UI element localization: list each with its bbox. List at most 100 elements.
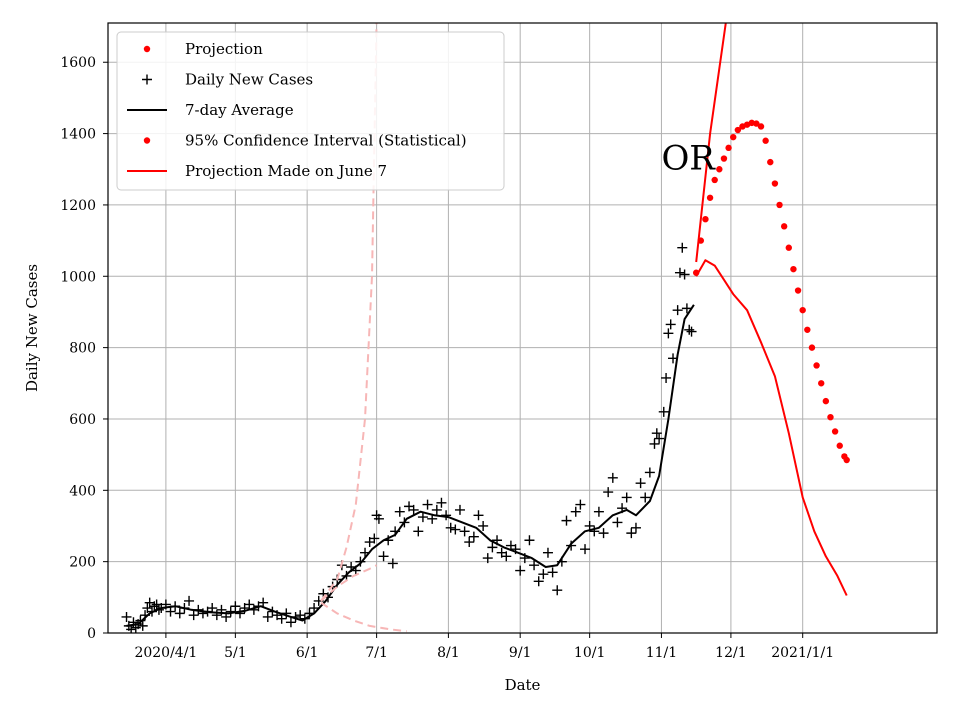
plot-frame — [107, 22, 938, 634]
daily-new-cases-point — [487, 542, 498, 553]
daily-new-cases-point — [276, 613, 287, 624]
projection-point — [716, 166, 723, 173]
daily-new-cases-point — [369, 533, 380, 544]
y-tick-label: 600 — [69, 412, 96, 428]
daily-new-cases-point — [408, 504, 419, 515]
x-axis-title: Date — [505, 676, 541, 694]
y-tick-label: 800 — [69, 341, 96, 357]
daily-new-cases-point — [674, 267, 685, 278]
daily-new-cases-point — [207, 603, 218, 614]
daily-new-cases-point — [672, 305, 683, 316]
daily-new-cases-point — [454, 504, 465, 515]
daily-new-cases-point — [566, 540, 577, 551]
daily-new-cases-point — [436, 497, 447, 508]
daily-new-cases-point — [626, 528, 637, 539]
daily-new-cases-point — [445, 522, 456, 533]
95-confidence-interval-statistical-upper-line — [695, 23, 727, 263]
x-tick-label: 2020/4/1 — [134, 645, 197, 661]
projection-point — [804, 326, 811, 333]
x-tick-label: 2021/1/1 — [771, 645, 834, 661]
y-tick-label: 1200 — [60, 198, 96, 214]
projection-point — [734, 126, 742, 134]
projection-point — [836, 442, 843, 449]
y-tick-label: 0 — [87, 626, 96, 642]
daily-new-cases-point — [663, 328, 674, 339]
daily-new-cases-point — [529, 560, 540, 571]
daily-new-cases-point — [649, 438, 660, 449]
projection-point — [831, 428, 839, 435]
projection-point — [711, 176, 718, 184]
daily-new-cases-point — [575, 499, 586, 510]
daily-new-cases-point — [230, 601, 241, 612]
daily-new-cases-point — [459, 526, 470, 537]
daily-new-cases-point — [450, 524, 461, 535]
x-tick-label: 9/1 — [509, 645, 532, 661]
daily-new-cases-point — [482, 553, 493, 564]
daily-new-cases-point — [686, 326, 697, 337]
legend-label: Projection Made on June 7 — [185, 162, 387, 180]
daily-new-cases-point — [422, 499, 433, 510]
projection-point — [790, 265, 797, 273]
projection-point — [794, 287, 802, 294]
projection-point — [771, 180, 779, 187]
daily-new-cases-point — [234, 608, 245, 619]
daily-new-cases-point — [478, 520, 489, 531]
projection-point — [799, 306, 806, 314]
daily-new-cases-point — [378, 551, 389, 562]
projection-point — [808, 344, 816, 351]
daily-new-cases-point — [262, 611, 273, 622]
daily-new-cases-point — [635, 478, 646, 489]
x-tick-label: 5/1 — [224, 645, 247, 661]
projection-point — [822, 397, 830, 405]
projection-point — [813, 362, 820, 369]
legend-label: Daily New Cases — [185, 71, 313, 89]
projection-point — [762, 137, 769, 144]
daily-new-cases-point — [533, 576, 544, 587]
projection-point — [706, 194, 714, 201]
daily-new-cases-point — [598, 528, 609, 539]
daily-new-cases-point — [681, 303, 692, 314]
projection-point — [725, 144, 732, 152]
daily-new-cases-point — [524, 535, 535, 546]
x-tick-label: 7/1 — [365, 645, 388, 661]
daily-new-cases-point — [184, 595, 195, 606]
daily-new-cases-point — [285, 617, 296, 628]
daily-new-cases-point — [515, 565, 526, 576]
projection-point — [753, 120, 760, 127]
daily-new-cases-point — [197, 608, 208, 619]
projection-point — [843, 456, 850, 464]
projection-made-on-june-7-lower-line — [320, 601, 407, 633]
projection-point — [785, 244, 792, 251]
x-axis-ticks: 2020/4/1 5/1 6/1 7/1 8/1 9/1 10/1 11/1 12/1 2021/… — [134, 633, 834, 661]
legend-marker-dot — [143, 45, 151, 53]
x-tick-label: 6/1 — [296, 645, 319, 661]
daily-new-cases-point — [603, 487, 614, 498]
series-layer — [121, 23, 850, 633]
daily-new-cases-point — [593, 506, 604, 517]
legend: Projection Daily New Cases 7-day Average 95… — [116, 31, 505, 191]
projection-point — [720, 155, 728, 162]
projection-point — [767, 158, 774, 166]
legend-marker-plus — [142, 74, 152, 85]
daily-new-cases-point — [654, 433, 665, 444]
legend-label: 95% Confidence Interval (Statistical) — [185, 132, 467, 150]
legend-box — [116, 31, 505, 191]
legend-label: 7-day Average — [185, 101, 294, 119]
y-tick-label: 200 — [69, 555, 96, 571]
legend-marker-dot — [143, 137, 151, 144]
projection-point — [757, 123, 765, 130]
daily-new-cases-point — [630, 522, 641, 533]
daily-new-cases-point — [552, 585, 563, 596]
daily-new-cases-point — [355, 556, 366, 567]
projection-point — [780, 223, 788, 230]
daily-new-cases-point — [677, 242, 688, 253]
daily-new-cases-point — [561, 515, 572, 526]
x-tick-label: 8/1 — [437, 645, 460, 661]
daily-new-cases-point — [244, 599, 255, 610]
daily-new-cases-point — [473, 510, 484, 521]
y-tick-label: 400 — [69, 483, 96, 499]
daily-new-cases-point — [387, 558, 398, 569]
daily-new-cases-point — [658, 406, 669, 417]
legend-label: Projection — [185, 40, 263, 58]
daily-new-cases-point — [612, 517, 623, 528]
